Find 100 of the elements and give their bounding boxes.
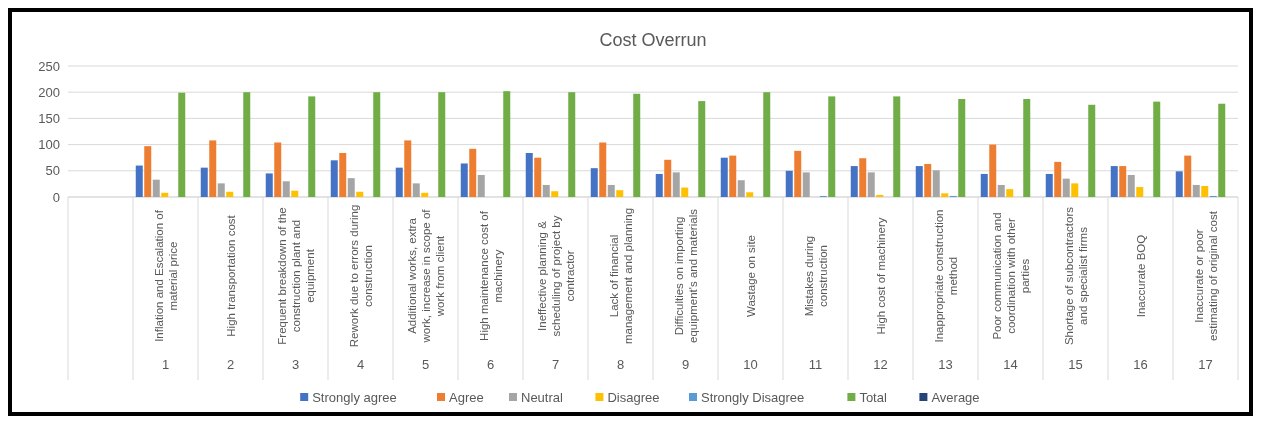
bar <box>958 99 966 197</box>
bar <box>1023 99 1031 197</box>
bar <box>469 148 477 197</box>
x-tick-label: Inflation and Escalation of material price <box>152 209 179 342</box>
bar <box>876 194 884 197</box>
y-tick-label: 150 <box>38 110 60 126</box>
bar <box>438 92 446 197</box>
bar <box>477 174 485 197</box>
legend-label: Strongly agree <box>312 389 397 405</box>
bar <box>243 92 251 197</box>
text: 13 <box>938 357 953 372</box>
bar <box>460 163 468 197</box>
text: 15 <box>1068 357 1083 372</box>
bar <box>1119 166 1127 197</box>
legend-label: Agree <box>449 389 484 405</box>
y-tick-label: 50 <box>45 163 60 179</box>
x-tick-label: Lack of financial management and planning <box>607 207 634 345</box>
bar <box>1110 166 1118 197</box>
x-tick-label: High cost of machinery <box>874 217 887 335</box>
x-tick-label: Inaccurate BOQ <box>1134 234 1147 318</box>
bar <box>265 173 273 197</box>
bar <box>681 187 689 197</box>
bar <box>200 167 208 197</box>
bar <box>551 191 559 197</box>
bar <box>672 172 680 197</box>
bar <box>893 96 901 197</box>
text: 2 <box>226 357 235 372</box>
text: 7 <box>551 357 560 372</box>
text: 16 <box>1133 357 1148 372</box>
legend-label: Total <box>859 389 887 405</box>
bar <box>356 191 364 197</box>
text: 8 <box>616 357 625 372</box>
x-tick-label: High transportation cost <box>224 214 237 337</box>
bar <box>542 184 550 197</box>
bar <box>135 165 143 197</box>
legend-label: Disagree <box>607 389 660 405</box>
bar <box>421 192 429 197</box>
text: 12 <box>873 357 888 372</box>
y-tick-label: 100 <box>38 137 60 153</box>
bar <box>1153 101 1161 197</box>
bar <box>534 157 542 197</box>
bar <box>1218 103 1226 197</box>
bar <box>599 142 607 197</box>
x-tick-label: Wastage on site <box>744 234 757 318</box>
bar <box>274 142 282 197</box>
legend-label: Average <box>931 389 980 405</box>
bar <box>590 168 598 197</box>
bar <box>1088 104 1096 197</box>
text: 3 <box>291 357 300 372</box>
x-tick-label: Rework due to errors during construction <box>347 204 374 348</box>
x-tick-label: Shortage of subcontractors and specialist firms <box>1062 206 1089 346</box>
bar <box>1192 184 1200 197</box>
bar <box>729 155 737 197</box>
legend-label: Neutral <box>521 389 564 405</box>
bar <box>1006 189 1014 197</box>
bar <box>308 96 316 197</box>
bar <box>1071 183 1079 197</box>
chart-title: Cost Overrun <box>599 30 707 50</box>
bar <box>737 180 745 197</box>
bar <box>152 179 160 197</box>
x-tick-label: Mistakes during construction <box>802 235 829 317</box>
bar <box>763 92 771 197</box>
bar <box>924 163 932 197</box>
x-tick-label: Ineffective planning & scheduling of project by contractor <box>535 215 576 337</box>
bar <box>859 158 867 197</box>
x-tick-label: Inaccurate or poor estimating of original cost <box>1192 210 1219 341</box>
bar <box>412 183 420 197</box>
bar <box>525 152 533 197</box>
x-tick-label: Frequent breakdown of the construction plant and equipment <box>275 207 316 345</box>
bar <box>1201 186 1209 197</box>
bar <box>785 170 793 197</box>
bar <box>850 166 858 197</box>
bar <box>941 193 949 197</box>
bar <box>980 173 988 197</box>
bar <box>1184 155 1192 197</box>
bar <box>217 183 225 197</box>
text: 5 <box>421 357 430 372</box>
bar <box>989 144 997 197</box>
bar <box>404 140 412 197</box>
bar <box>867 172 875 197</box>
text: 4 <box>356 357 365 372</box>
bar <box>339 152 347 197</box>
bar <box>503 91 511 197</box>
text: 11 <box>808 357 823 372</box>
bar <box>373 92 381 197</box>
x-tick-label: Inappropriate construction method <box>932 209 959 343</box>
bar <box>291 190 299 197</box>
bar <box>633 93 641 197</box>
bar <box>997 184 1005 197</box>
bar <box>144 146 152 197</box>
x-tick-label: High maintenance cost of machinery <box>477 210 504 341</box>
y-tick-label: 200 <box>38 84 60 100</box>
y-tick-label: 0 <box>52 189 60 205</box>
bar <box>616 190 624 197</box>
bar <box>1127 174 1135 197</box>
bar <box>1175 171 1183 197</box>
x-tick-label: Poor communication and coordination with other parties <box>990 212 1031 340</box>
bar <box>330 160 338 197</box>
y-tick-label: 250 <box>38 58 60 74</box>
bar <box>226 191 234 197</box>
